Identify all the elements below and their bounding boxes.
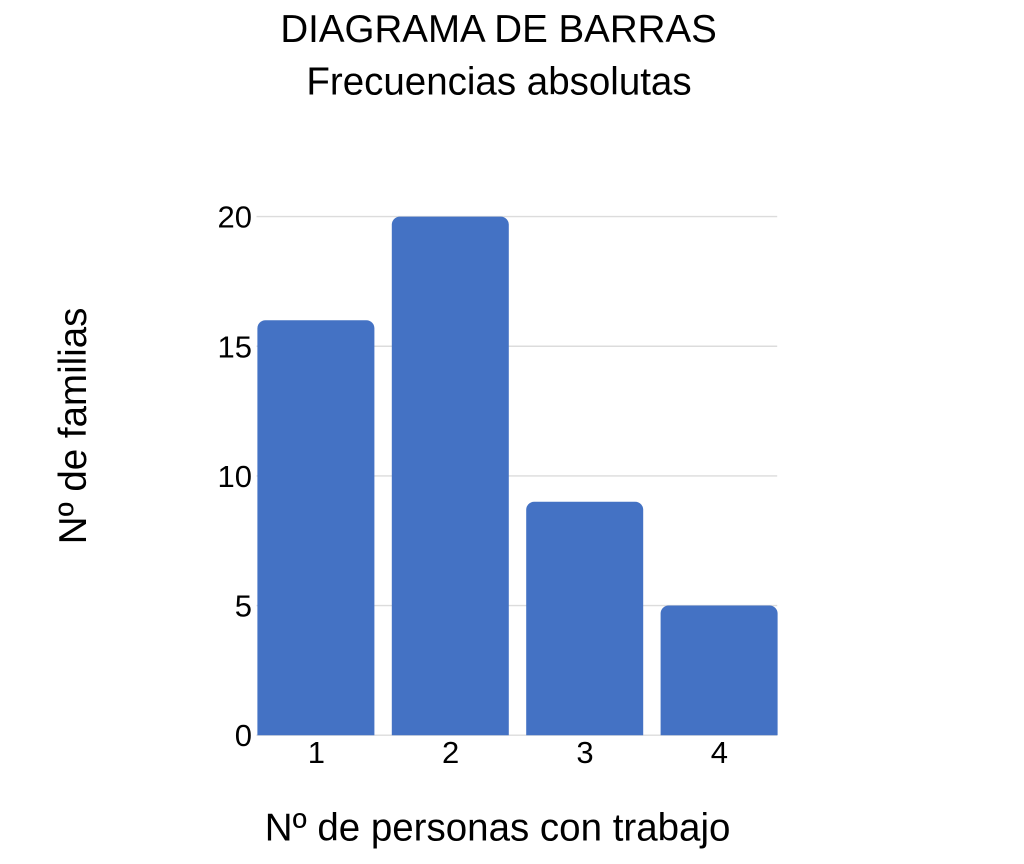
svg-text:2: 2 <box>442 735 459 770</box>
svg-text:Frecuencias absolutas: Frecuencias absolutas <box>306 60 691 103</box>
svg-text:Nº de personas con trabajo: Nº de personas con trabajo <box>265 806 731 849</box>
svg-text:10: 10 <box>218 459 252 494</box>
svg-text:4: 4 <box>711 735 728 770</box>
svg-text:3: 3 <box>576 735 593 770</box>
svg-text:Nº de familias: Nº de familias <box>52 308 95 545</box>
svg-text:DIAGRAMA DE BARRAS: DIAGRAMA DE BARRAS <box>280 8 716 51</box>
svg-text:15: 15 <box>218 329 252 364</box>
svg-text:1: 1 <box>308 735 325 770</box>
svg-text:0: 0 <box>235 718 252 753</box>
svg-text:20: 20 <box>218 200 252 235</box>
svg-text:5: 5 <box>235 589 252 624</box>
